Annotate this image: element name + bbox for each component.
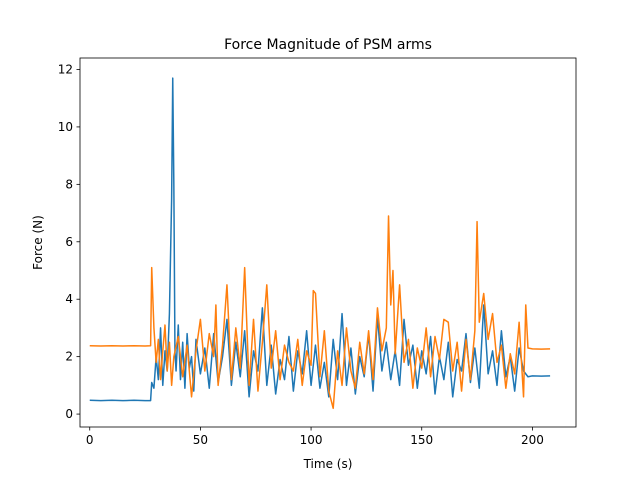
y-tick-label: 6 (65, 235, 73, 249)
y-tick-label: 12 (58, 62, 73, 76)
y-tick-label: 4 (65, 292, 73, 306)
x-tick-label: 0 (86, 433, 94, 447)
y-tick-label: 2 (65, 350, 73, 364)
series-line-1 (89, 77, 551, 402)
y-axis-label: Force (N) (31, 215, 45, 270)
x-tick-label: 100 (300, 433, 323, 447)
y-tick-label: 0 (65, 407, 73, 421)
plot-frame (79, 57, 577, 428)
series-line-2 (89, 215, 551, 410)
x-tick-label: 150 (410, 433, 433, 447)
y-axis: 0 2 4 6 8 10 12 (58, 62, 80, 421)
series-layer (89, 77, 551, 410)
chart-title: Force Magnitude of PSM arms (224, 37, 432, 53)
x-axis: 0 50 100 150 200 (86, 427, 544, 447)
x-tick-label: 200 (521, 433, 544, 447)
x-axis-label: Time (s) (303, 457, 353, 471)
x-tick-label: 50 (193, 433, 208, 447)
y-tick-label: 8 (65, 177, 73, 191)
y-tick-label: 10 (58, 120, 73, 134)
